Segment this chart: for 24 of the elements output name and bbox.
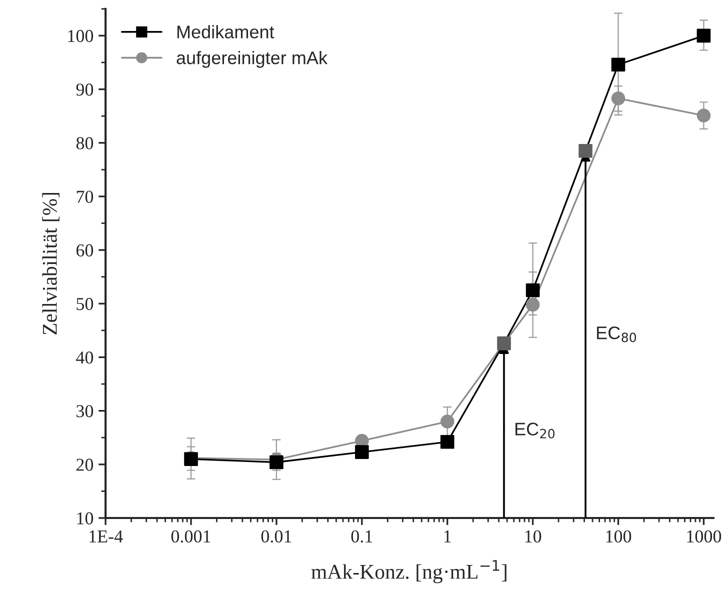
annotation: EC$_{80}$ xyxy=(597,326,636,342)
x-tick-label: 0.01 xyxy=(261,530,292,543)
y-tick-label: 60 xyxy=(76,244,94,256)
x-tick-label: 0.1 xyxy=(351,530,372,543)
legend-label: Medikament xyxy=(177,25,274,38)
y-tick-label: 40 xyxy=(76,351,94,364)
x-tick-label: 10 xyxy=(525,530,542,543)
y-tick-label: 10 xyxy=(77,512,94,524)
y-tick-label: 30 xyxy=(76,405,94,418)
y-tick-label: 80 xyxy=(76,137,94,150)
x-tick-label: 1E-4 xyxy=(90,530,123,542)
y-tick-label: 50 xyxy=(76,298,94,310)
y-tick-label: 90 xyxy=(76,84,94,96)
y-axis-title: Zellviabilität [%] xyxy=(42,192,60,334)
annotation: EC$_{20}$ xyxy=(516,422,555,438)
x-tick-label: 1 xyxy=(444,530,451,542)
y-tick-label: 20 xyxy=(76,458,94,471)
legend-label: aufgereinigter mAk xyxy=(176,50,328,68)
x-axis-title: mAk-Konz. [ng·mL$^{−1}$] xyxy=(311,560,506,584)
x-tick-label: 1000 xyxy=(687,530,722,543)
x-tick-label: 100 xyxy=(606,530,632,543)
y-tick-label: 70 xyxy=(76,190,94,203)
x-tick-label: 0.001 xyxy=(171,530,210,543)
y-tick-label: 100 xyxy=(68,30,94,42)
